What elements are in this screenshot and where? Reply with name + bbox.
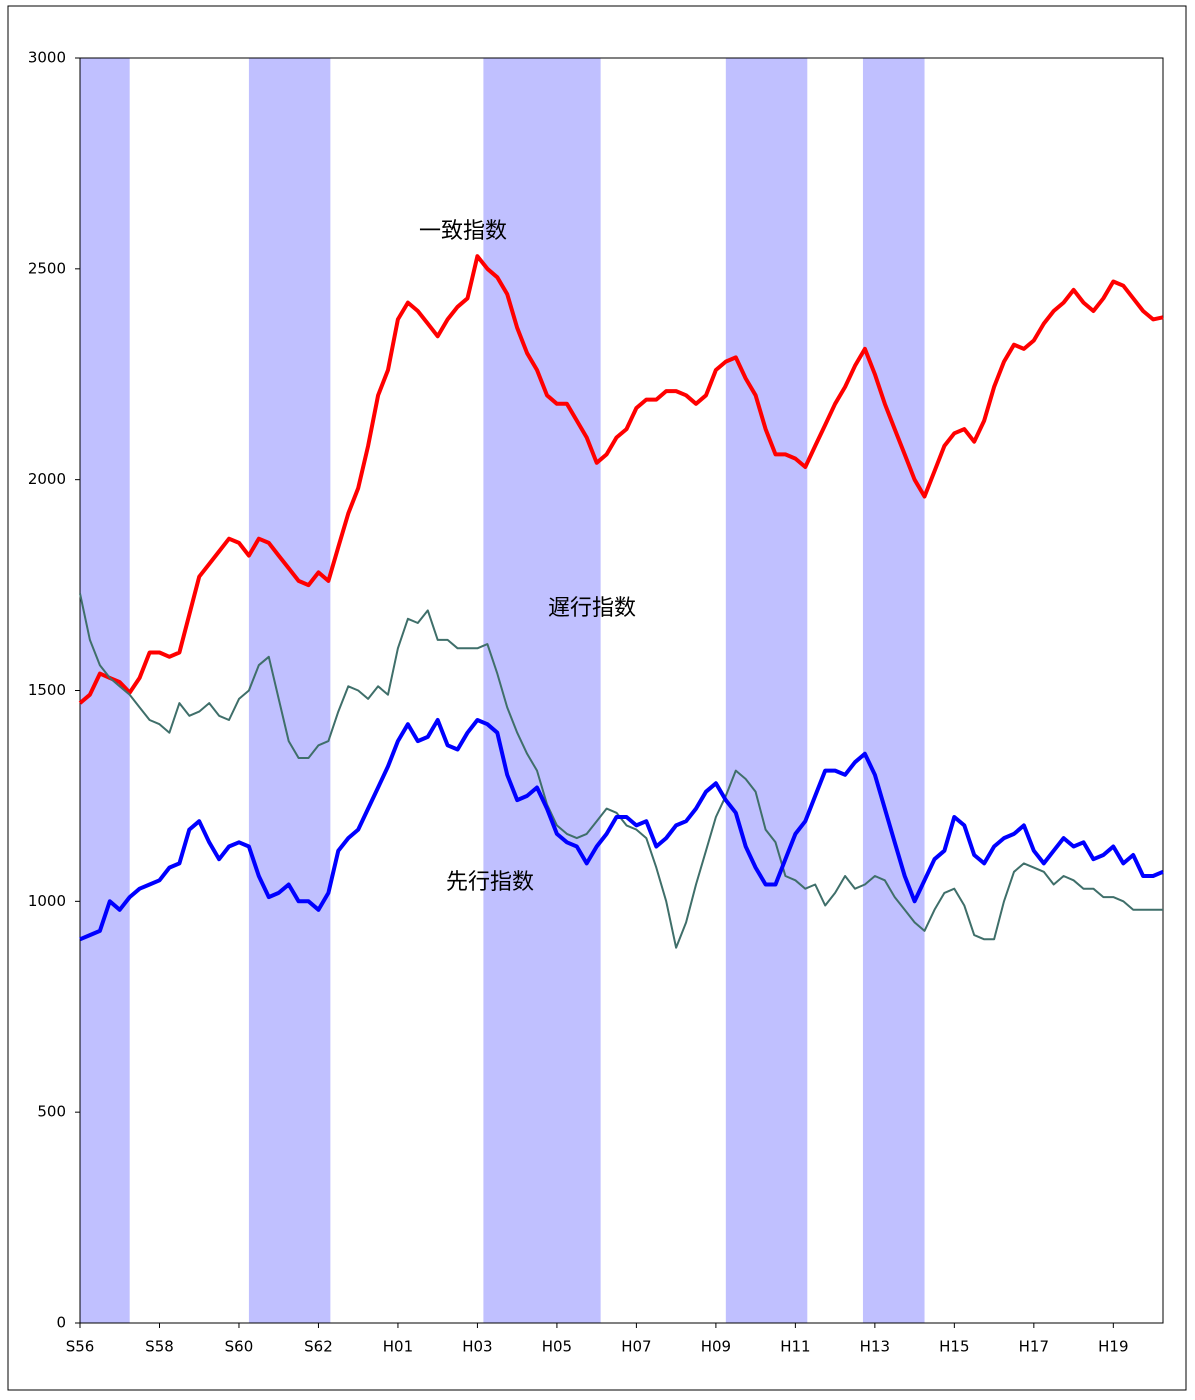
recession-band <box>248 58 331 1323</box>
y-tick-label: 0 <box>56 1314 66 1332</box>
x-tick-label: H01 <box>383 1338 413 1356</box>
y-tick-label: 500 <box>37 1103 66 1121</box>
plot-area <box>79 57 1164 1324</box>
y-tick-label: 2500 <box>28 259 66 277</box>
x-tick-label: H07 <box>621 1338 651 1356</box>
series-label: 先行指数 <box>446 870 534 895</box>
y-tick-label: 1500 <box>28 681 66 699</box>
x-tick-label: H09 <box>701 1338 731 1356</box>
x-tick-label: S56 <box>66 1338 95 1356</box>
x-tick-label: H13 <box>860 1338 890 1356</box>
x-tick-label: H05 <box>542 1338 572 1356</box>
x-tick-label: H17 <box>1019 1338 1049 1356</box>
x-tick-label: H19 <box>1098 1338 1128 1356</box>
y-tick-label: 1000 <box>28 892 66 910</box>
series-line <box>79 718 1164 942</box>
x-tick-label: H03 <box>462 1338 492 1356</box>
x-tick-label: H15 <box>939 1338 969 1356</box>
x-tick-label: S58 <box>145 1338 174 1356</box>
series-line <box>78 254 1164 705</box>
x-tick-label: S62 <box>304 1338 333 1356</box>
y-tick-label: 3000 <box>28 49 66 67</box>
recession-band <box>725 58 808 1323</box>
x-tick-label: H11 <box>780 1338 810 1356</box>
y-tick-label: 2000 <box>28 470 66 488</box>
recession-band <box>862 58 925 1323</box>
frame <box>7 5 1187 1391</box>
series-label: 遅行指数 <box>548 596 636 621</box>
series-label: 一致指数 <box>419 219 507 244</box>
series-line <box>79 593 1163 949</box>
recession-band <box>483 58 601 1323</box>
recession-band <box>80 58 130 1323</box>
x-tick-label: S60 <box>225 1338 254 1356</box>
